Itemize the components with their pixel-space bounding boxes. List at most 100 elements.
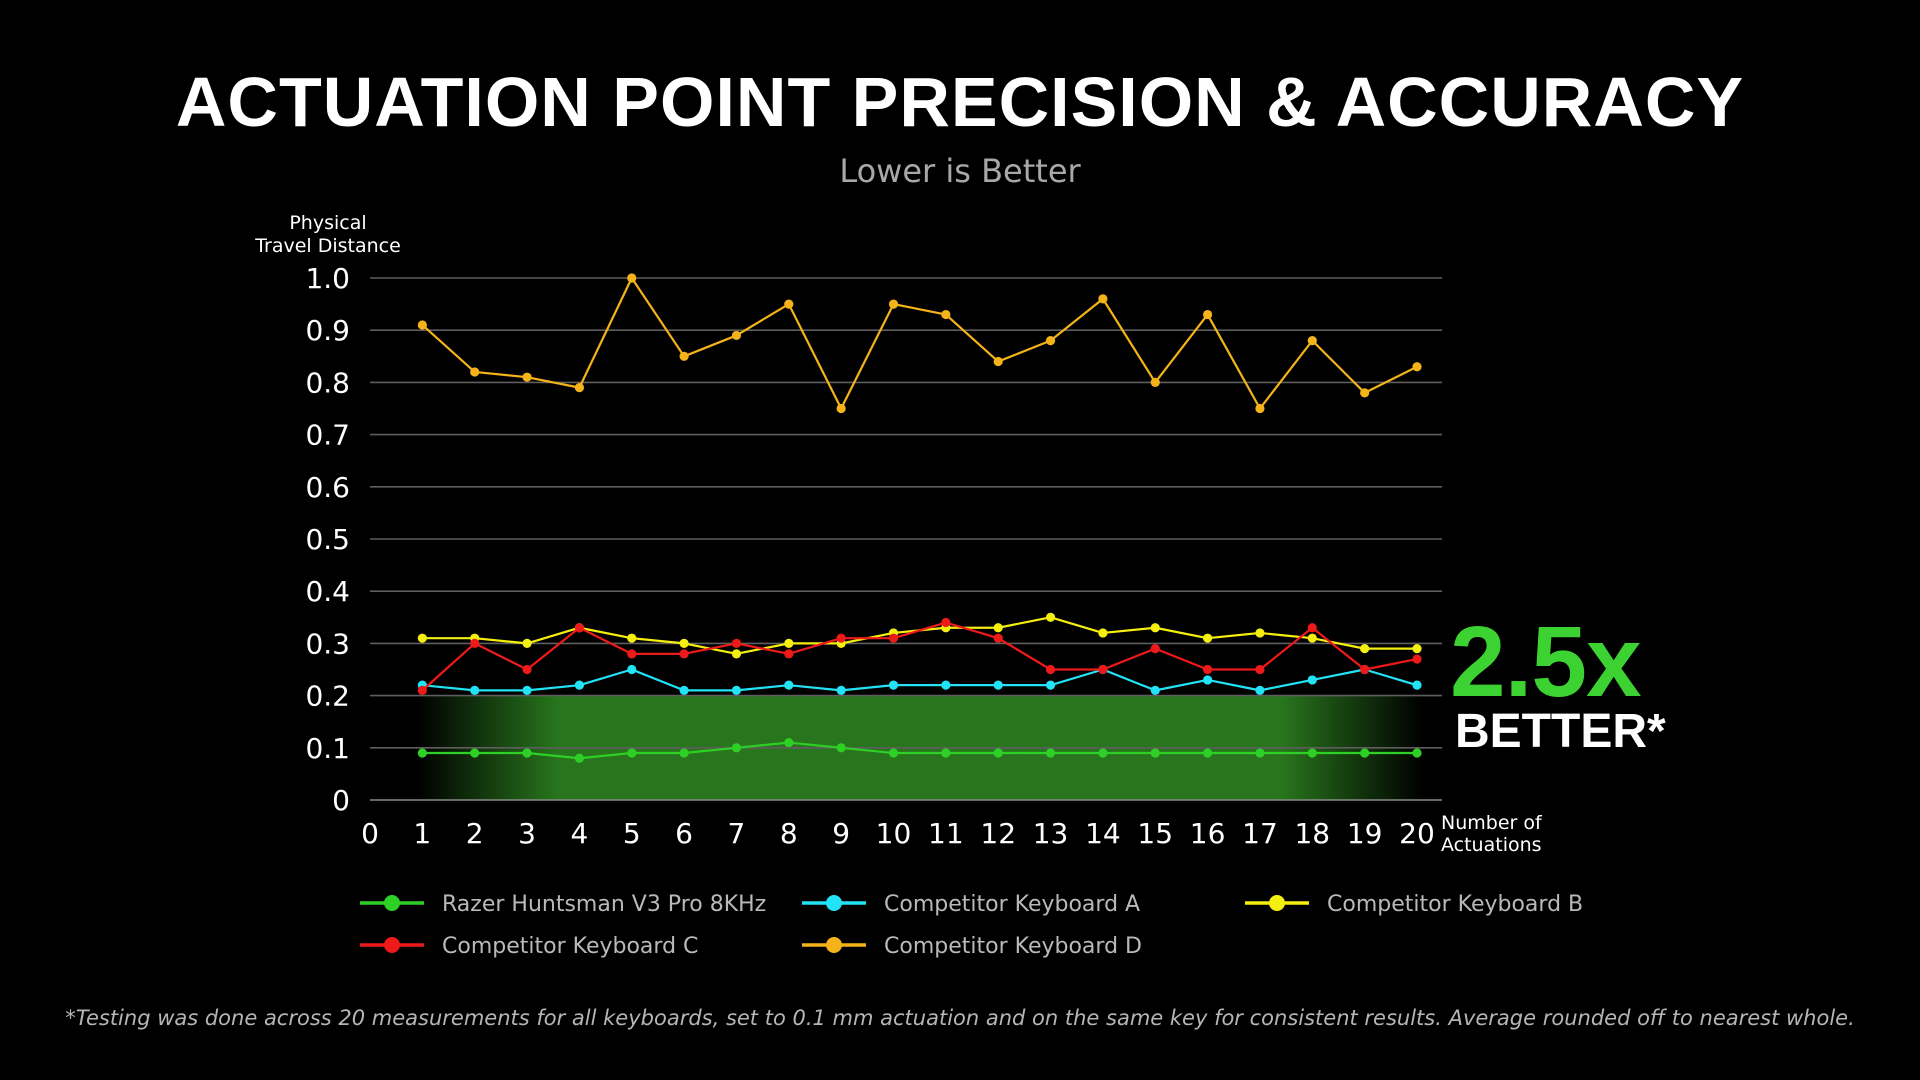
legend-swatch-dot xyxy=(826,937,842,953)
x-tick-label: 2 xyxy=(466,817,484,850)
x-tick-label: 15 xyxy=(1137,817,1173,850)
data-point xyxy=(679,638,689,649)
data-point xyxy=(836,743,846,753)
data-point xyxy=(574,680,585,690)
data-point xyxy=(574,623,585,633)
data-point xyxy=(522,372,532,382)
data-point xyxy=(993,680,1003,690)
y-tick-label: 0 xyxy=(332,784,350,817)
data-point xyxy=(1412,654,1422,664)
data-point xyxy=(731,743,742,753)
data-point xyxy=(888,680,899,690)
data-point xyxy=(993,623,1003,633)
legend-swatch-dot xyxy=(384,937,400,953)
data-point xyxy=(941,617,951,628)
y-tick-label: 0.8 xyxy=(305,366,350,399)
callout-multiplier: 2.5x xyxy=(1450,606,1642,718)
legend-item: Competitor Keyboard B xyxy=(1245,892,1583,917)
x-tick-label: 17 xyxy=(1242,817,1278,850)
data-point xyxy=(1150,623,1160,633)
x-tick-label: 0 xyxy=(361,817,379,850)
data-point xyxy=(1307,748,1317,758)
legend-item: Competitor Keyboard A xyxy=(802,892,1140,917)
x-tick-label: 18 xyxy=(1294,817,1330,850)
x-tick-label: 16 xyxy=(1190,817,1226,850)
data-point xyxy=(574,753,585,763)
data-point xyxy=(1307,675,1317,685)
x-axis-title: Actuations xyxy=(1441,834,1542,856)
x-axis-title: Number of xyxy=(1441,812,1543,834)
legend-item: Razer Huntsman V3 Pro 8KHz xyxy=(360,892,766,917)
data-point xyxy=(993,633,1003,643)
y-axis-title: Travel Distance xyxy=(254,235,401,257)
y-tick-label: 0.7 xyxy=(305,419,350,452)
data-point xyxy=(1150,685,1160,695)
data-point xyxy=(679,685,689,695)
legend-item: Competitor Keyboard C xyxy=(360,934,698,959)
data-point xyxy=(731,649,742,659)
data-point xyxy=(1150,377,1160,387)
legend-label: Competitor Keyboard C xyxy=(442,934,698,959)
data-point xyxy=(627,633,637,643)
callout-label: BETTER* xyxy=(1455,705,1666,758)
data-point xyxy=(1412,748,1422,758)
y-tick-label: 0.1 xyxy=(305,732,350,765)
legend-label: Razer Huntsman V3 Pro 8KHz xyxy=(442,892,766,917)
data-point xyxy=(1150,748,1160,758)
y-tick-label: 0.5 xyxy=(305,523,350,556)
data-point xyxy=(679,649,689,659)
series-line xyxy=(422,741,1417,760)
x-tick-label: 9 xyxy=(832,817,850,850)
data-point xyxy=(470,367,480,377)
x-tick-label: 1 xyxy=(413,817,431,850)
y-tick-label: 0.3 xyxy=(305,627,350,660)
data-point xyxy=(784,737,794,748)
data-point xyxy=(574,383,585,393)
series-line xyxy=(421,621,1418,692)
data-point xyxy=(1045,748,1056,758)
data-point xyxy=(1307,336,1317,346)
data-point xyxy=(784,638,794,649)
data-point xyxy=(417,320,427,330)
data-point xyxy=(1255,628,1265,638)
data-point xyxy=(1360,748,1370,758)
data-point xyxy=(470,748,480,758)
data-point xyxy=(470,638,480,649)
data-point xyxy=(417,685,427,695)
data-point xyxy=(522,664,532,675)
data-point xyxy=(888,633,899,643)
y-tick-label: 1.0 xyxy=(305,262,350,295)
data-point xyxy=(1045,680,1056,690)
data-point xyxy=(1203,633,1213,643)
x-tick-label: 6 xyxy=(675,817,693,850)
data-point xyxy=(1150,644,1160,654)
x-tick-label: 5 xyxy=(623,817,641,850)
legend-label: Competitor Keyboard D xyxy=(884,934,1142,959)
data-point xyxy=(470,685,480,695)
data-point xyxy=(993,356,1003,367)
data-point xyxy=(1360,644,1370,654)
data-point xyxy=(1307,633,1317,643)
data-point xyxy=(1098,294,1108,304)
data-point xyxy=(784,299,794,309)
footnote: *Testing was done across 20 measurements… xyxy=(65,1006,1855,1030)
data-point xyxy=(1412,362,1422,372)
x-tick-label: 10 xyxy=(876,817,912,850)
data-point xyxy=(836,685,846,695)
data-point xyxy=(679,351,689,361)
y-tick-label: 0.6 xyxy=(305,471,350,504)
data-point xyxy=(836,403,846,414)
data-point xyxy=(1098,628,1108,638)
data-point xyxy=(1203,664,1213,675)
data-point xyxy=(731,638,742,649)
data-point xyxy=(941,309,951,320)
data-point xyxy=(1255,685,1265,695)
x-tick-label: 12 xyxy=(980,817,1016,850)
data-point xyxy=(1203,675,1213,685)
y-tick-label: 0.4 xyxy=(305,575,350,608)
x-tick-label: 14 xyxy=(1085,817,1121,850)
data-point xyxy=(627,649,637,659)
data-point xyxy=(1203,748,1213,758)
data-point xyxy=(627,664,637,675)
series-line xyxy=(421,276,1418,410)
